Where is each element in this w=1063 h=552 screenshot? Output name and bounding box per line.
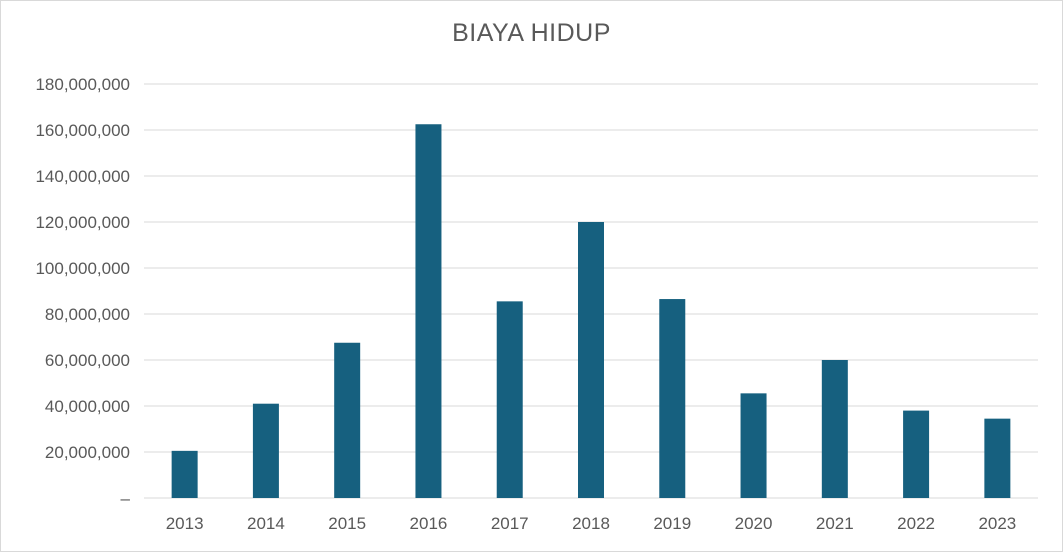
x-tick-label: 2019 bbox=[653, 514, 691, 533]
y-tick-label: 120,000,000 bbox=[35, 213, 130, 232]
bar-2016 bbox=[415, 124, 442, 498]
bar-2014 bbox=[252, 403, 279, 498]
x-tick-label: 2017 bbox=[491, 514, 529, 533]
x-tick-label: 2015 bbox=[328, 514, 366, 533]
y-tick-label: – bbox=[121, 489, 131, 508]
x-tick-label: 2018 bbox=[572, 514, 610, 533]
y-tick-label: 20,000,000 bbox=[45, 443, 130, 462]
y-tick-label: 140,000,000 bbox=[35, 167, 130, 186]
y-tick-label: 100,000,000 bbox=[35, 259, 130, 278]
bar-2021 bbox=[821, 360, 848, 498]
bar-2023 bbox=[984, 418, 1011, 498]
x-tick-label: 2022 bbox=[897, 514, 935, 533]
bar-2015 bbox=[334, 342, 361, 498]
y-tick-label: 160,000,000 bbox=[35, 121, 130, 140]
y-tick-label: 40,000,000 bbox=[45, 397, 130, 416]
y-tick-label: 180,000,000 bbox=[35, 75, 130, 94]
x-tick-label: 2013 bbox=[166, 514, 204, 533]
bar-2017 bbox=[496, 301, 523, 498]
bar-2022 bbox=[903, 410, 930, 498]
bar-2020 bbox=[740, 393, 767, 498]
x-tick-label: 2021 bbox=[816, 514, 854, 533]
x-tick-label: 2023 bbox=[978, 514, 1016, 533]
bar-2019 bbox=[659, 299, 686, 498]
x-tick-label: 2014 bbox=[247, 514, 285, 533]
x-tick-label: 2016 bbox=[410, 514, 448, 533]
x-tick-label: 2020 bbox=[735, 514, 773, 533]
y-tick-label: 60,000,000 bbox=[45, 351, 130, 370]
bar-2013 bbox=[171, 450, 198, 498]
bar-2018 bbox=[578, 222, 604, 498]
chart-title: BIAYA HIDUP bbox=[452, 19, 611, 47]
y-tick-label: 80,000,000 bbox=[45, 305, 130, 324]
